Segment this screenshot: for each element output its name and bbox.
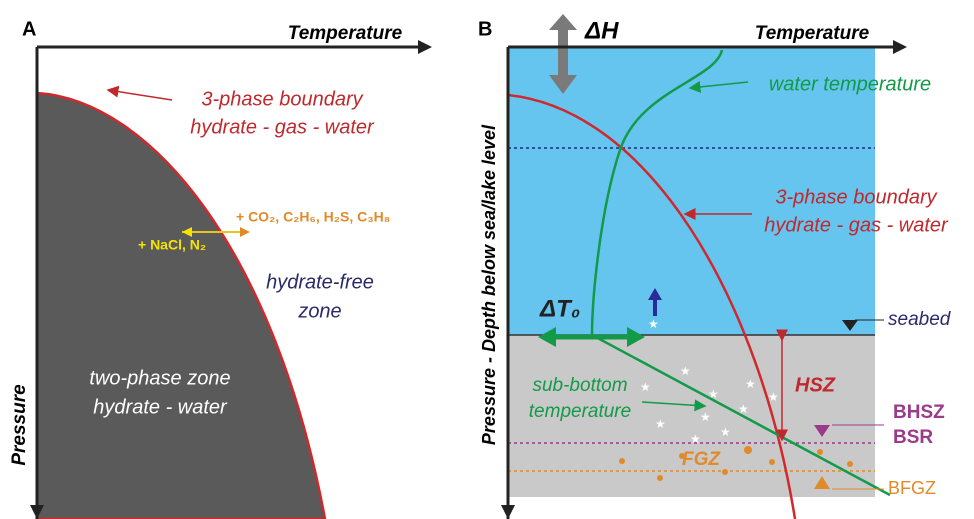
x-arrow bbox=[893, 40, 907, 54]
svg-text:★: ★ bbox=[640, 380, 651, 394]
svg-text:★: ★ bbox=[655, 417, 666, 431]
x-arrow bbox=[418, 40, 432, 54]
seabed-label: seabed bbox=[888, 309, 952, 330]
delta-h-label: ΔH bbox=[584, 17, 619, 44]
y-axis-title: Pressure bbox=[9, 384, 30, 466]
boundary-label: 3-phase boundary bbox=[201, 88, 363, 110]
svg-text:★: ★ bbox=[745, 377, 756, 391]
bfgz-label: BFGZ bbox=[888, 478, 936, 498]
boundary-label: 3-phase boundary bbox=[775, 186, 937, 208]
fgz-label: FGZ bbox=[682, 449, 721, 470]
two-phase-label: hydrate - water bbox=[93, 396, 228, 418]
bsr-label: BSR bbox=[893, 427, 933, 448]
svg-text:★: ★ bbox=[648, 317, 659, 331]
bhsz-label: BHSZ bbox=[893, 402, 945, 423]
boundary-label: hydrate - gas - water bbox=[764, 214, 949, 236]
shift-right-label: + CO₂, C₂H₆, H₂S, C₃H₈ bbox=[236, 209, 390, 225]
y-axis-title: Pressure - Depth below sea/lake level bbox=[479, 124, 499, 445]
svg-text:★: ★ bbox=[720, 425, 731, 439]
two-phase-label: two-phase zone bbox=[89, 367, 230, 389]
panel-label: A bbox=[22, 18, 36, 40]
svg-text:★: ★ bbox=[700, 410, 711, 424]
shift-left-label: + NaCl, N₂ bbox=[138, 237, 206, 253]
figure: A Temperature Pressure 3-phase boundary … bbox=[0, 0, 974, 519]
hsz-label: HSZ bbox=[795, 374, 836, 396]
panel-b: ★★★★★★★★★★★ B ΔH Temperature Pressure - … bbox=[478, 14, 952, 519]
boundary-pointer bbox=[108, 90, 172, 100]
x-axis-title: Temperature bbox=[755, 23, 870, 44]
free-zone-label: hydrate-free bbox=[266, 271, 374, 293]
water-temp-label: water temperature bbox=[769, 73, 931, 95]
y-arrow bbox=[501, 505, 515, 519]
shift-arrowhead bbox=[240, 227, 250, 237]
boundary-label: hydrate - gas - water bbox=[190, 116, 375, 138]
hydrate-region bbox=[37, 93, 325, 519]
x-axis-title: Temperature bbox=[288, 23, 403, 44]
delta-t-label: ΔT₀ bbox=[539, 295, 580, 322]
panel-label: B bbox=[478, 18, 492, 40]
sub-bottom-label: sub-bottom bbox=[532, 375, 627, 396]
sub-bottom-label: temperature bbox=[529, 401, 631, 422]
svg-text:★: ★ bbox=[690, 432, 701, 446]
free-zone-label: zone bbox=[297, 300, 341, 322]
panel-a: A Temperature Pressure 3-phase boundary … bbox=[9, 18, 432, 519]
svg-text:★: ★ bbox=[680, 364, 691, 378]
